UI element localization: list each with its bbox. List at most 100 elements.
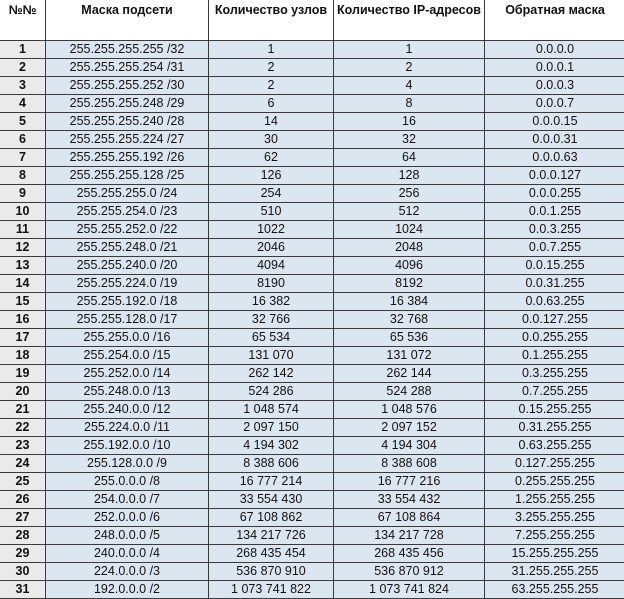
cell-subnet-mask: 255.255.255.192 /26 [45, 148, 209, 167]
cell-number: 1 [0, 40, 46, 59]
cell-host-count: 4094 [208, 256, 334, 275]
cell-subnet-mask: 255.255.0.0 /16 [45, 328, 209, 347]
cell-subnet-mask: 255.255.192.0 /18 [45, 292, 209, 311]
cell-wildcard-mask: 0.0.0.1 [484, 58, 624, 77]
cell-subnet-mask: 255.255.255.252 /30 [45, 76, 209, 95]
cell-subnet-mask: 255.248.0.0 /13 [45, 382, 209, 401]
cell-ip-count: 16 384 [333, 292, 485, 311]
cell-host-count: 1 [208, 40, 334, 59]
cell-ip-count: 16 777 216 [333, 472, 485, 491]
cell-host-count: 510 [208, 202, 334, 221]
cell-subnet-mask: 255.255.255.128 /25 [45, 166, 209, 185]
cell-host-count: 2046 [208, 238, 334, 257]
table-row: 20 255.248.0.0 /13 524 286 524 288 0.7.255.2… [0, 382, 624, 401]
cell-ip-count: 8 [333, 94, 485, 113]
cell-host-count: 6 [208, 94, 334, 113]
cell-host-count: 16 777 214 [208, 472, 334, 491]
table-row: 27 252.0.0.0 /6 67 108 862 67 108 864 3.255.… [0, 508, 624, 527]
cell-number: 5 [0, 112, 46, 131]
cell-host-count: 16 382 [208, 292, 334, 311]
cell-wildcard-mask: 0.1.255.255 [484, 346, 624, 365]
table-row: 11 255.255.252.0 /22 1022 1024 0.0.3.255 [0, 220, 624, 239]
cell-ip-count: 131 072 [333, 346, 485, 365]
table-row: 18 255.254.0.0 /15 131 070 131 072 0.1.255.2… [0, 346, 624, 365]
cell-subnet-mask: 255.255.255.224 /27 [45, 130, 209, 149]
cell-ip-count: 524 288 [333, 382, 485, 401]
table-row: 23 255.192.0.0 /10 4 194 302 4 194 304 0.63.… [0, 436, 624, 455]
table-row: 31 192.0.0.0 /2 1 073 741 822 1 073 741 824… [0, 580, 624, 599]
cell-subnet-mask: 255.252.0.0 /14 [45, 364, 209, 383]
cell-wildcard-mask: 31.255.255.255 [484, 562, 624, 581]
cell-wildcard-mask: 0.0.255.255 [484, 328, 624, 347]
cell-ip-count: 256 [333, 184, 485, 203]
cell-host-count: 2 [208, 76, 334, 95]
cell-number: 7 [0, 148, 46, 167]
cell-number: 30 [0, 562, 46, 581]
cell-wildcard-mask: 0.63.255.255 [484, 436, 624, 455]
cell-wildcard-mask: 7.255.255.255 [484, 526, 624, 545]
table-row: 17 255.255.0.0 /16 65 534 65 536 0.0.255.255 [0, 328, 624, 347]
cell-subnet-mask: 248.0.0.0 /5 [45, 526, 209, 545]
table-row: 10 255.255.254.0 /23 510 512 0.0.1.255 [0, 202, 624, 221]
cell-wildcard-mask: 0.15.255.255 [484, 400, 624, 419]
header-subnet-mask: Маска подсети [45, 0, 209, 41]
cell-number: 12 [0, 238, 46, 257]
cell-host-count: 62 [208, 148, 334, 167]
cell-number: 8 [0, 166, 46, 185]
cell-wildcard-mask: 0.0.0.31 [484, 130, 624, 149]
cell-wildcard-mask: 1.255.255.255 [484, 490, 624, 509]
cell-wildcard-mask: 15.255.255.255 [484, 544, 624, 563]
cell-ip-count: 2048 [333, 238, 485, 257]
cell-wildcard-mask: 0.0.63.255 [484, 292, 624, 311]
header-wildcard-mask: Обратная маска [484, 0, 624, 41]
cell-number: 3 [0, 76, 46, 95]
cell-wildcard-mask: 0.0.31.255 [484, 274, 624, 293]
cell-number: 26 [0, 490, 46, 509]
cell-wildcard-mask: 0.3.255.255 [484, 364, 624, 383]
cell-wildcard-mask: 0.0.127.255 [484, 310, 624, 329]
cell-host-count: 30 [208, 130, 334, 149]
table-row: 28 248.0.0.0 /5 134 217 726 134 217 728 7.25… [0, 526, 624, 545]
cell-host-count: 4 194 302 [208, 436, 334, 455]
cell-number: 22 [0, 418, 46, 437]
cell-number: 18 [0, 346, 46, 365]
table-row: 29 240.0.0.0 /4 268 435 454 268 435 456 15.2… [0, 544, 624, 563]
cell-subnet-mask: 255.255.248.0 /21 [45, 238, 209, 257]
cell-number: 21 [0, 400, 46, 419]
cell-wildcard-mask: 0.0.0.63 [484, 148, 624, 167]
cell-number: 19 [0, 364, 46, 383]
cell-wildcard-mask: 0.7.255.255 [484, 382, 624, 401]
cell-number: 15 [0, 292, 46, 311]
table-row: 12 255.255.248.0 /21 2046 2048 0.0.7.255 [0, 238, 624, 257]
cell-wildcard-mask: 0.0.3.255 [484, 220, 624, 239]
cell-number: 25 [0, 472, 46, 491]
cell-host-count: 1 048 574 [208, 400, 334, 419]
cell-ip-count: 1 [333, 40, 485, 59]
cell-number: 4 [0, 94, 46, 113]
cell-ip-count: 4096 [333, 256, 485, 275]
table-row: 2 255.255.255.254 /31 2 2 0.0.0.1 [0, 58, 624, 77]
cell-number: 17 [0, 328, 46, 347]
cell-number: 31 [0, 580, 46, 599]
table-row: 21 255.240.0.0 /12 1 048 574 1 048 576 0.15.… [0, 400, 624, 419]
table-row: 30 224.0.0.0 /3 536 870 910 536 870 912 31.2… [0, 562, 624, 581]
cell-subnet-mask: 255.255.254.0 /23 [45, 202, 209, 221]
cell-host-count: 131 070 [208, 346, 334, 365]
table-row: 1 255.255.255.255 /32 1 1 0.0.0.0 [0, 40, 624, 59]
cell-subnet-mask: 192.0.0.0 /2 [45, 580, 209, 599]
cell-number: 27 [0, 508, 46, 527]
cell-host-count: 2 [208, 58, 334, 77]
cell-ip-count: 1 048 576 [333, 400, 485, 419]
cell-host-count: 2 097 150 [208, 418, 334, 437]
cell-ip-count: 8 388 608 [333, 454, 485, 473]
table-row: 13 255.255.240.0 /20 4094 4096 0.0.15.255 [0, 256, 624, 275]
cell-subnet-mask: 255.255.240.0 /20 [45, 256, 209, 275]
cell-ip-count: 262 144 [333, 364, 485, 383]
cell-number: 14 [0, 274, 46, 293]
cell-number: 24 [0, 454, 46, 473]
cell-wildcard-mask: 63.255.255.255 [484, 580, 624, 599]
cell-wildcard-mask: 0.0.0.15 [484, 112, 624, 131]
cell-wildcard-mask: 0.0.0.255 [484, 184, 624, 203]
table-row: 9 255.255.255.0 /24 254 256 0.0.0.255 [0, 184, 624, 203]
table-row: 22 255.224.0.0 /11 2 097 150 2 097 152 0.31.… [0, 418, 624, 437]
